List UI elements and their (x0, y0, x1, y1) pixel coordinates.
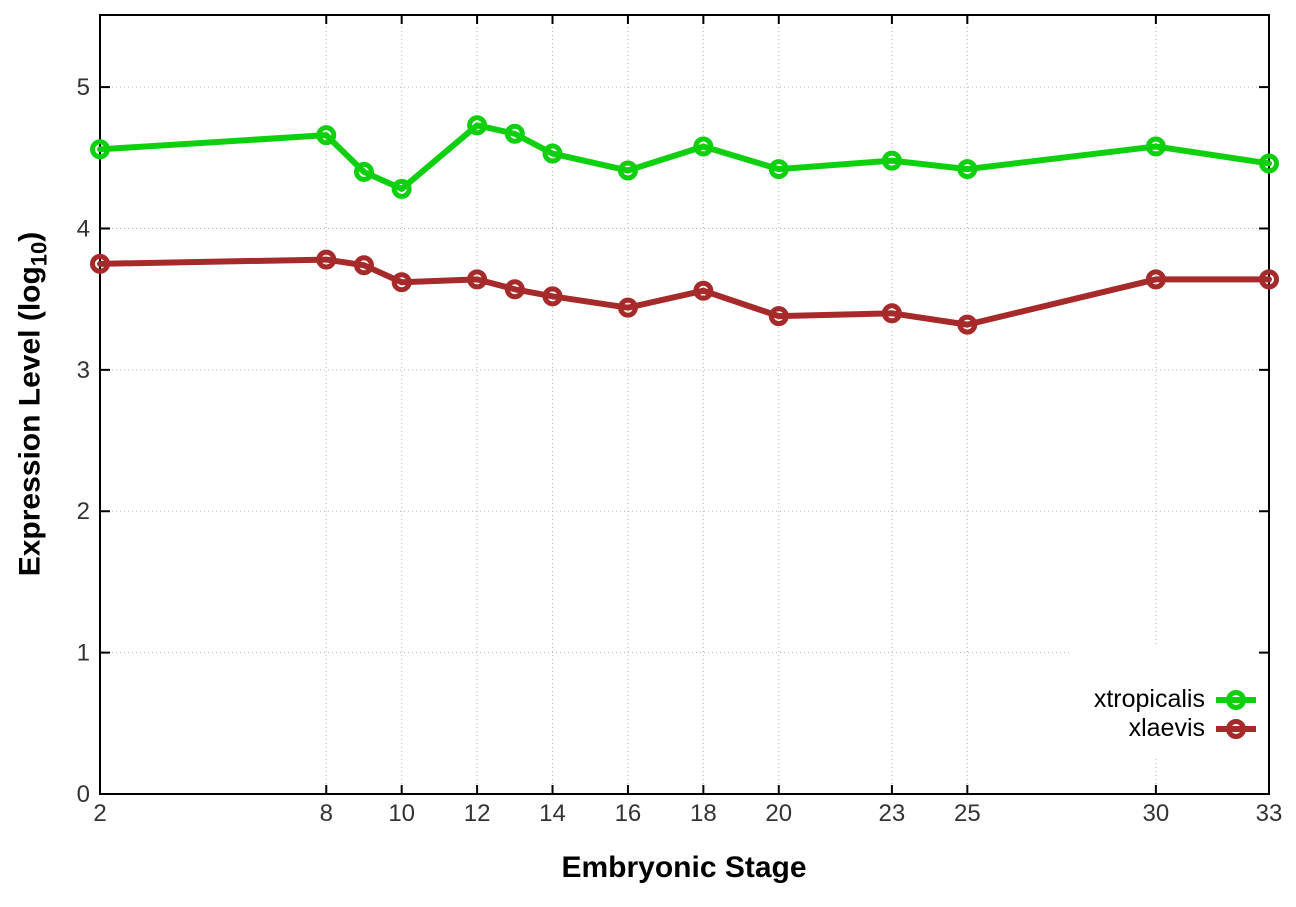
data-point-xlaevis (881, 303, 902, 324)
x-tick-label: 30 (1143, 800, 1170, 827)
y-tick-label: 0 (77, 781, 90, 808)
x-tick-label: 2 (93, 800, 106, 827)
legend-ring-xtropicalis (1226, 689, 1246, 710)
xlaevis-marker-icon (1216, 718, 1256, 739)
data-point-xlaevis (353, 255, 374, 276)
y-axis-title-subscript: 10 (26, 241, 52, 267)
legend-ring-xlaevis (1226, 718, 1246, 739)
legend-label-xlaevis: xlaevis (1128, 714, 1205, 742)
data-point-xtropicalis (881, 150, 902, 171)
x-tick-label: 23 (879, 800, 906, 827)
data-point-xlaevis (316, 249, 337, 270)
data-point-xlaevis (693, 280, 714, 301)
data-point-xtropicalis (1259, 153, 1279, 174)
data-point-xlaevis (542, 286, 563, 307)
data-point-xtropicalis (617, 160, 638, 181)
data-point-xlaevis (957, 314, 978, 335)
x-tick-label: 12 (464, 800, 491, 827)
x-tick-label: 20 (765, 800, 792, 827)
data-point-xlaevis (90, 253, 110, 274)
data-point-xtropicalis (693, 136, 714, 157)
y-axis-title: Expression Level (log10) (14, 232, 53, 577)
legend-label-xtropicalis: xtropicalis (1093, 685, 1205, 713)
data-point-xlaevis (391, 272, 412, 293)
x-tick-label: 16 (615, 800, 642, 827)
series-line-xlaevis (97, 256, 1272, 328)
x-tick-label: 8 (320, 800, 333, 827)
data-point-xtropicalis (467, 115, 488, 136)
data-point-xtropicalis (90, 139, 110, 160)
y-tick-label: 1 (77, 640, 90, 667)
data-point-xtropicalis (316, 125, 337, 146)
data-point-xtropicalis (957, 159, 978, 180)
legend: xtropicalis xlaevis (1072, 645, 1258, 759)
y-axis-title-text: Expression Level (log (13, 266, 47, 577)
x-tick-label: 25 (954, 800, 981, 827)
data-point-xlaevis (768, 306, 789, 327)
data-point-xlaevis (467, 269, 488, 290)
data-point-xtropicalis (391, 178, 412, 199)
xtropicalis-marker-icon (1216, 689, 1256, 710)
data-point-xtropicalis (1145, 136, 1166, 157)
data-point-xlaevis (617, 297, 638, 318)
y-tick-label: 5 (77, 74, 90, 101)
data-point-xtropicalis (353, 161, 374, 182)
legend-row-xtropicalis: xtropicalis (1094, 685, 1258, 714)
plot-border (99, 14, 1270, 795)
data-point-xlaevis (504, 279, 525, 300)
x-tick-label: 33 (1256, 800, 1283, 827)
y-tick-label: 2 (77, 498, 90, 525)
legend-row-xlaevis: xlaevis (1129, 714, 1258, 743)
data-point-xlaevis (1145, 269, 1166, 290)
data-point-xlaevis (1259, 269, 1279, 290)
y-tick-label: 3 (77, 357, 90, 384)
x-tick-label: 10 (388, 800, 415, 827)
data-point-xtropicalis (768, 159, 789, 180)
y-tick-label: 4 (77, 215, 90, 242)
data-point-xtropicalis (504, 123, 525, 144)
x-tick-label: 14 (539, 800, 566, 827)
x-axis-title: Embryonic Stage (561, 851, 807, 884)
x-tick-label: 18 (690, 800, 717, 827)
series-line-xtropicalis (97, 122, 1272, 192)
y-axis-title-close: ) (13, 231, 47, 242)
data-point-xtropicalis (542, 143, 563, 164)
